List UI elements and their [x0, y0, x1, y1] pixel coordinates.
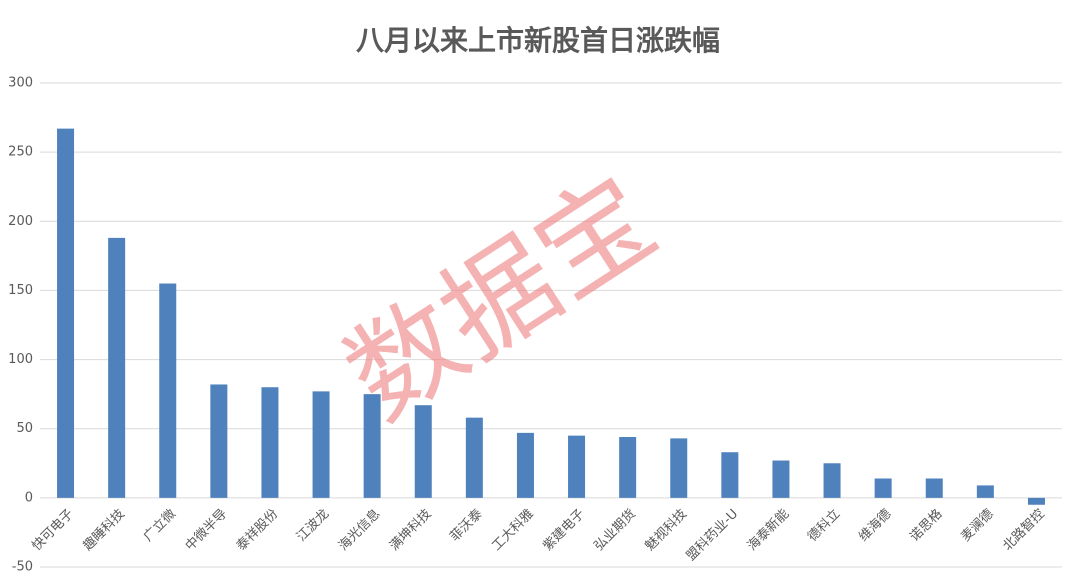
chart-title: 八月以来上市新股首日涨跌幅 [356, 24, 720, 57]
bar [976, 485, 994, 498]
bar [772, 460, 790, 498]
watermark: 数据宝 [325, 153, 678, 445]
bar [159, 283, 177, 498]
bar [874, 478, 892, 498]
y-tick-label: 0 [25, 490, 33, 505]
x-tick-label: 满坤科技 [387, 507, 434, 554]
x-tick-label: 紫建电子 [540, 507, 587, 554]
bar [414, 405, 432, 498]
bar [1027, 497, 1045, 505]
bar [721, 452, 739, 498]
x-tick-label: 中微半导 [183, 507, 230, 554]
x-tick-label: 海光信息 [335, 506, 383, 554]
bar [210, 384, 228, 498]
x-tick-label: 菲沃泰 [447, 507, 485, 545]
bar [619, 437, 637, 498]
x-tick-label: 盟科药业-U [684, 507, 741, 564]
y-tick-label: 200 [8, 214, 33, 229]
bar [670, 438, 688, 498]
x-tick-label: 麦澜德 [958, 507, 996, 545]
y-tick-label: 300 [8, 76, 33, 91]
y-tick-label: 250 [8, 145, 33, 160]
bar [925, 478, 943, 498]
bar [57, 128, 75, 498]
bar [261, 387, 279, 498]
bar [516, 432, 534, 498]
x-tick-label: 海泰新能 [744, 506, 792, 554]
y-tick-label: 150 [8, 283, 33, 298]
x-tick-label: 趣睡科技 [81, 507, 128, 554]
bar [312, 391, 330, 498]
x-tick-label: 魅视科技 [643, 507, 690, 554]
x-tick-label: 快可电子 [29, 507, 76, 554]
x-tick-label: 北路智控 [1000, 506, 1048, 554]
y-tick-label: -50 [12, 560, 33, 575]
bar [823, 463, 841, 498]
x-tick-label: 泰祥股份 [234, 507, 281, 554]
bar [568, 435, 586, 498]
x-tick-label: 维海德 [856, 507, 894, 545]
bar [465, 417, 483, 498]
y-tick-label: 50 [16, 421, 33, 436]
x-tick-label: 德科立 [805, 507, 843, 545]
bar [363, 394, 381, 498]
x-tick-label: 广立微 [141, 507, 179, 545]
x-tick-label: 弘业期货 [591, 506, 639, 554]
x-tick-label: 工大科雅 [489, 507, 536, 554]
x-tick-label: 诺思格 [907, 506, 946, 545]
x-tick-label: 江波龙 [294, 507, 332, 545]
y-tick-label: 100 [8, 352, 33, 367]
bar [108, 237, 126, 498]
